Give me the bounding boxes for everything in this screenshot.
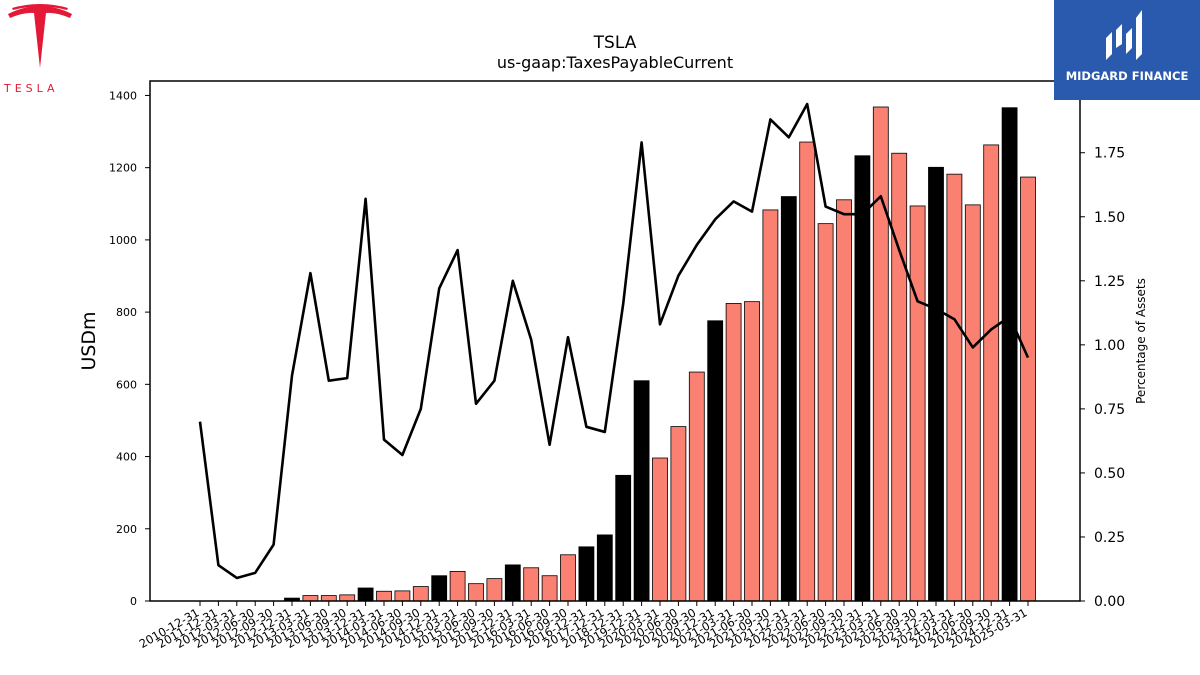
y-tick-label: 0 — [130, 595, 137, 608]
y2-tick-label: 0.75 — [1094, 402, 1125, 418]
bar — [670, 426, 687, 602]
y-tick-label: 600 — [116, 378, 137, 391]
y-tick-label: 1400 — [109, 89, 137, 102]
y-tick-label: 400 — [116, 451, 137, 464]
chart-subtitle: us-gaap:TaxesPayableCurrent — [497, 53, 733, 72]
bar — [523, 567, 540, 602]
bar — [780, 196, 797, 602]
y-tick-label: 1200 — [109, 162, 137, 175]
bar — [633, 380, 650, 602]
y2-axis-label: Percentage of Assets — [1134, 278, 1148, 404]
series-line-percentage — [198, 102, 1030, 580]
bar — [928, 166, 944, 602]
plot-frame — [149, 80, 1081, 602]
bar — [946, 173, 963, 602]
bar — [578, 546, 595, 602]
bar — [431, 575, 448, 602]
y2-axis: 0.00 0.25 0.50 0.75 1.00 1.25 1.50 1.75 — [1080, 146, 1125, 610]
y-tick-label: 800 — [116, 306, 137, 319]
bar — [891, 152, 908, 602]
y-axis-label: USDm — [78, 311, 100, 370]
bar — [762, 209, 779, 602]
tesla-t-icon — [8, 4, 72, 68]
y2-tick-label: 1.75 — [1094, 146, 1125, 162]
x-axis: 2010-12-312011-12-312012-03-312012-06-30… — [137, 601, 1030, 651]
bar — [302, 595, 319, 602]
bar — [964, 204, 981, 602]
bar — [486, 578, 503, 602]
bar — [725, 303, 742, 602]
tesla-logo — [0, 0, 80, 100]
y2-tick-label: 0.50 — [1094, 466, 1125, 482]
bar — [357, 587, 374, 602]
midgard-icon — [1054, 0, 1200, 100]
bar — [707, 320, 724, 602]
bar — [799, 141, 816, 602]
bar — [468, 583, 484, 602]
y-axis: 0 200 400 600 800 1000 1200 1400 — [109, 89, 150, 608]
midgard-wordmark: MIDGARD FINANCE — [1065, 69, 1189, 83]
y2-tick-label: 0.00 — [1094, 594, 1125, 610]
bar — [376, 590, 392, 602]
bar — [615, 474, 632, 602]
bar — [817, 223, 834, 602]
bar — [1001, 107, 1018, 602]
bar — [504, 564, 521, 602]
bar — [652, 457, 668, 602]
y2-tick-label: 0.25 — [1094, 530, 1125, 546]
bar — [449, 570, 466, 602]
bar-group — [284, 106, 1036, 602]
bar — [688, 371, 705, 602]
y2-tick-label: 1.50 — [1094, 210, 1125, 226]
y2-tick-label: 1.25 — [1094, 274, 1125, 290]
bar — [541, 575, 558, 602]
bar — [394, 590, 411, 602]
y-tick-label: 200 — [116, 523, 137, 536]
bar — [909, 205, 926, 602]
bar — [1020, 176, 1036, 602]
bar — [339, 594, 356, 602]
bar — [744, 301, 760, 602]
line-group — [198, 102, 1030, 580]
bar — [836, 199, 852, 602]
bar — [854, 155, 871, 602]
bar — [320, 595, 337, 602]
midgard-finance-logo — [1054, 0, 1200, 100]
bar — [596, 534, 613, 602]
chart-title: TSLA — [593, 33, 637, 53]
y-tick-label: 1000 — [109, 234, 137, 247]
tesla-wordmark: TESLA — [4, 82, 59, 95]
bar — [412, 586, 429, 602]
y2-tick-label: 1.00 — [1094, 338, 1125, 354]
bar — [872, 106, 889, 602]
bar — [983, 144, 1000, 602]
bar — [560, 554, 576, 602]
